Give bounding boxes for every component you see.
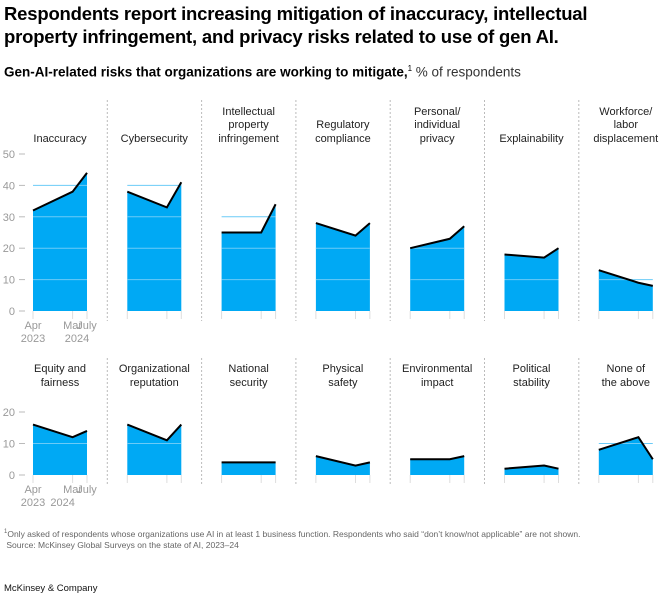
x-tick-label-line: Mar [63,484,83,496]
subtitle-text: Gen-AI-related risks that organizations … [4,64,408,80]
subtitle-unit: % of respondents [412,64,521,80]
panel-label: None of the above [601,363,650,389]
subtitle-footnote-marker: 1 [407,64,413,73]
panel-label: Inaccuracy [33,132,87,145]
x-tick-label: July [67,484,107,497]
x-tick-label-year: 2023 [20,497,46,509]
area-6 [598,270,653,311]
y-tick-label: 40 [3,180,15,192]
y-tick-label: 10 [3,439,15,451]
panel-label: Personal/ individual privacy [413,105,461,145]
x-tick-label-line: Apr [24,320,42,332]
series-line-4 [410,455,465,461]
x-tick-label-line: Mar [63,320,83,332]
x-tick-label-year: 2024 [64,333,90,345]
area-6 [598,437,653,475]
y-tick-label: 0 [9,306,15,318]
y-tick-label: 20 [3,243,15,255]
y-tick-label: 10 [3,275,15,287]
area-3 [315,456,370,475]
footnote: 1Only asked of respondents whose organiz… [4,527,581,551]
panel-label: Political stability [512,363,551,389]
panel-label: National security [228,363,269,389]
panel-label: Organizational reputation [118,363,190,389]
x-tick-label: Apr 2023 [13,320,53,346]
panel-label: Equity and fairness [34,363,86,389]
x-tick-label-line: July [77,484,97,496]
x-tick-label-year: 2024 [50,497,75,509]
panel-label: Intellectual property infringement [218,105,279,145]
area-4 [410,226,465,311]
x-tick-label: Mar 2024 [50,484,93,510]
area-1 [127,182,182,311]
panel-label: Physical safety [322,363,364,389]
chart-subtitle: Gen-AI-related risks that organizations … [4,64,521,80]
area-3 [315,223,370,311]
x-tick-label: Apr 2023 [13,484,53,510]
x-tick-label: July 2024 [65,320,107,346]
panel-label: Cybersecurity [120,132,188,145]
footnote-text: Only asked of respondents whose organiza… [7,528,581,539]
y-tick-label: 50 [3,149,15,161]
panel-label: Regulatory compliance [315,119,371,145]
small-multiples-chart: 0 10 20 30 40 50 0 10 20 [3,100,654,485]
panel-label: Explainability [499,132,564,145]
panel-label: Environmental impact [402,363,473,389]
mckinsey-logo: McKinsey & Company [4,583,98,594]
y-tick-label: 20 [3,407,15,419]
y-tick-label: 0 [9,470,15,482]
area-4 [410,456,465,475]
y-tick-label: 30 [3,212,15,224]
x-tick-label-year: 2023 [20,333,46,345]
area-2 [221,462,276,475]
x-tick-label-line: July [77,320,97,332]
area-0 [33,172,87,311]
x-tick-label-line: Apr [24,484,42,496]
area-1 [127,424,182,475]
source-text: Source: McKinsey Global Surveys on the s… [6,539,239,550]
panel-label: Workforce/ labor displacement [593,105,659,145]
footnote-marker: 1 [4,529,8,535]
chart-title: Respondents report increasing mitigation… [4,3,588,47]
x-tick-label: Mar [53,320,93,333]
